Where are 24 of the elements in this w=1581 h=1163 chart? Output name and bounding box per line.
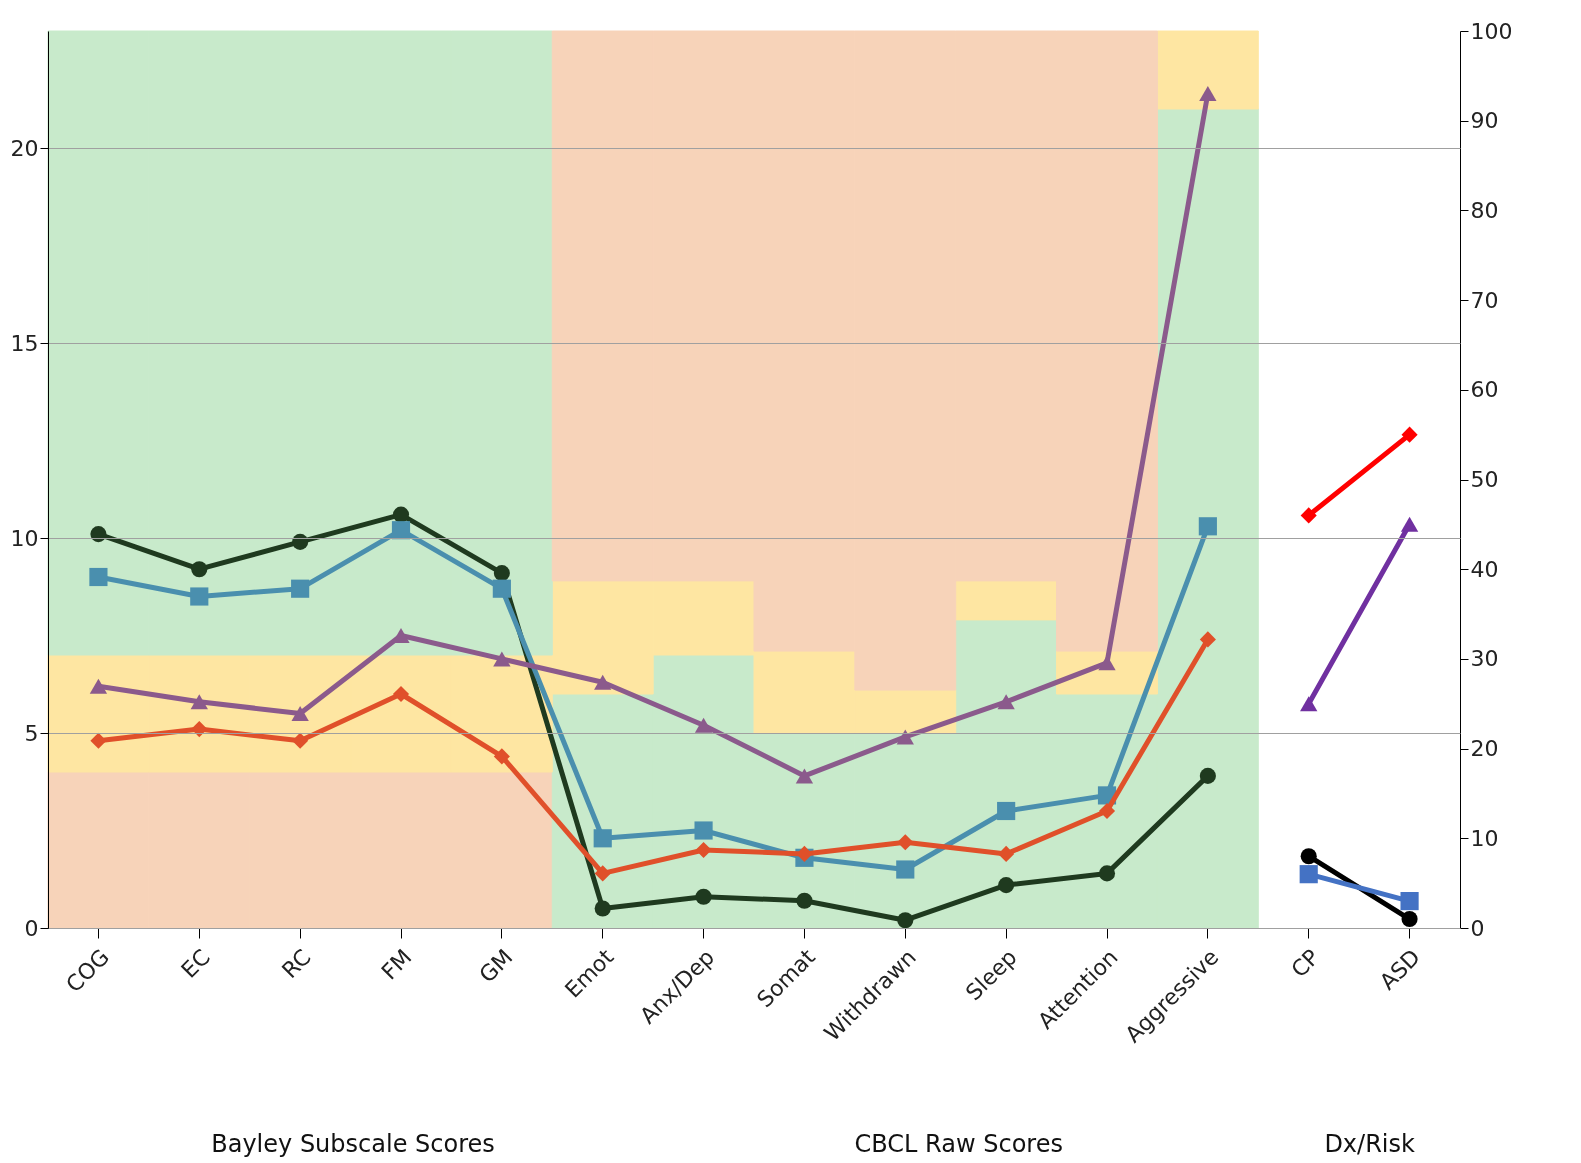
y-tick-label: 10 xyxy=(10,525,39,551)
x-tick-label: RC xyxy=(277,944,316,983)
x-tick-label: CP xyxy=(1286,944,1325,983)
text: CBCL Raw Scores xyxy=(854,1130,1063,1158)
x-tick-label: EC xyxy=(176,944,215,983)
y2-tick-label: 40 xyxy=(1470,556,1499,582)
y2-tick-label: 70 xyxy=(1470,287,1499,313)
y-tick-label: 0 xyxy=(24,915,39,941)
y2-tick-label: 60 xyxy=(1470,377,1499,403)
y2-tick-label: 100 xyxy=(1470,18,1513,44)
y-tick-label: 15 xyxy=(10,330,39,356)
y2-tick-label: 0 xyxy=(1470,915,1485,941)
y2-tick-label: 10 xyxy=(1470,825,1499,851)
y2-tick-label: 50 xyxy=(1470,467,1499,492)
x-tick-label: FM xyxy=(376,944,417,985)
text: Bayley Subscale Scores xyxy=(211,1130,495,1158)
y2-tick-label: 90 xyxy=(1470,108,1499,134)
y2-tick-label: 30 xyxy=(1470,646,1499,672)
y-tick-label: 20 xyxy=(10,135,39,161)
text: Dx/Risk xyxy=(1324,1130,1415,1158)
y-tick-label: 5 xyxy=(24,720,39,746)
x-tick-label: GM xyxy=(474,944,518,988)
y2-tick-label: 20 xyxy=(1470,736,1499,762)
y2-tick-label: 80 xyxy=(1470,197,1499,223)
